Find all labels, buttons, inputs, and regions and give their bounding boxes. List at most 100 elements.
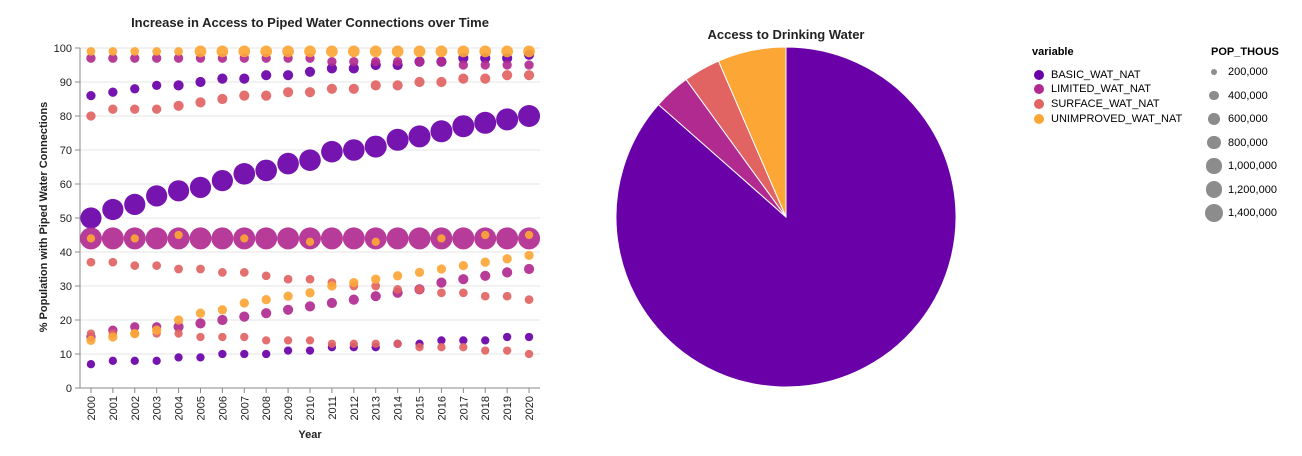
scatter-point — [458, 60, 468, 70]
scatter-point — [305, 274, 315, 284]
scatter-point — [343, 139, 365, 161]
scatter-point — [392, 56, 403, 67]
scatter-point — [436, 56, 447, 67]
scatter-point — [130, 356, 139, 365]
size-swatch-box — [1204, 158, 1224, 174]
scatter-point — [277, 152, 299, 175]
scatter-point — [217, 305, 228, 315]
scatter-point — [173, 100, 184, 111]
scatter-point — [436, 264, 447, 274]
x-tick-label: 2004 — [174, 396, 186, 420]
scatter-point — [283, 70, 294, 81]
scatter-point — [458, 260, 468, 271]
scatter-point — [458, 73, 469, 84]
scatter-point — [239, 90, 250, 101]
legend-swatch — [1034, 113, 1044, 124]
x-tick-label: 2009 — [283, 396, 295, 420]
scatter-point — [189, 227, 212, 250]
x-tick-label: 2017 — [458, 396, 470, 420]
scatter-point — [283, 346, 293, 355]
scatter-point — [130, 53, 140, 63]
color-legend-title: variable — [1032, 46, 1074, 58]
scatter-point — [524, 250, 534, 261]
scatter-title: Increase in Access to Piped Water Connec… — [131, 15, 489, 30]
scatter-point — [326, 83, 337, 94]
y-tick-label: 0 — [66, 383, 72, 395]
scatter-point — [523, 263, 535, 275]
scatter-point — [152, 325, 162, 335]
scatter-point — [240, 332, 249, 342]
scatter-point — [502, 254, 512, 264]
scatter-point — [130, 234, 139, 243]
scatter-point — [408, 125, 431, 148]
scatter-point — [174, 329, 183, 338]
scatter-point — [437, 336, 446, 345]
scatter-point — [305, 288, 315, 298]
scatter-point — [524, 295, 534, 304]
scatter-point — [146, 185, 168, 207]
size-legend-item: 200,000 — [1204, 62, 1268, 82]
size-legend-item: 1,400,000 — [1204, 203, 1277, 223]
scatter-point — [304, 45, 316, 58]
scatter-point — [152, 104, 162, 114]
scatter-point — [502, 332, 512, 342]
scatter-point — [371, 281, 381, 291]
scatter-point — [502, 346, 512, 355]
scatter-chart: Increase in Access to Piped Water Connec… — [38, 15, 541, 441]
scatter-point — [255, 227, 278, 250]
scatter-point — [349, 277, 359, 288]
legend-swatch — [1034, 98, 1044, 109]
x-tick-label: 2020 — [524, 396, 536, 420]
scatter-point — [347, 45, 360, 58]
color-legend-item: BASIC_WAT_NAT — [1034, 68, 1141, 81]
scatter-point — [452, 227, 475, 250]
scatter-point — [80, 207, 102, 229]
scatter-point — [130, 322, 140, 332]
scatter-point — [371, 274, 381, 284]
scatter-point — [502, 70, 513, 81]
x-tick-label: 2007 — [239, 396, 251, 420]
scatter-point — [326, 45, 338, 58]
scatter-point — [435, 45, 448, 58]
scatter-point — [124, 193, 146, 215]
scatter-point — [152, 80, 162, 91]
x-tick-label: 2000 — [86, 396, 98, 420]
scatter-point — [459, 343, 468, 352]
scatter-point — [326, 63, 337, 74]
scatter-point — [217, 314, 228, 326]
x-tick-label: 2015 — [415, 396, 427, 420]
scatter-point — [458, 288, 468, 298]
scatter-point — [283, 304, 294, 315]
legend-swatch — [1034, 69, 1044, 80]
scatter-point — [195, 76, 206, 88]
scatter-point — [145, 227, 168, 250]
x-tick-label: 2018 — [480, 396, 492, 420]
scatter-point — [217, 73, 228, 84]
scatter-point — [349, 339, 358, 348]
scatter-point — [211, 227, 234, 250]
scatter-point — [283, 336, 293, 345]
scatter-point — [414, 56, 425, 67]
scatter-point — [216, 45, 229, 58]
scatter-point — [173, 80, 184, 91]
scatter-point — [458, 274, 469, 285]
size-legend-title: POP_THOUS — [1211, 46, 1279, 58]
legend-label: 600,000 — [1228, 113, 1268, 125]
legend-label: SURFACE_WAT_NAT — [1051, 97, 1160, 110]
scatter-points — [79, 45, 541, 369]
size-swatch-box — [1204, 181, 1224, 198]
legend-label: 1,200,000 — [1228, 183, 1277, 196]
x-tick-label: 2005 — [195, 396, 207, 420]
size-swatch-box — [1204, 135, 1224, 150]
scatter-point — [304, 66, 316, 77]
legend-label: LIMITED_WAT_NAT — [1051, 83, 1152, 96]
legend-label: 1,000,000 — [1228, 160, 1277, 172]
scatter-point — [364, 135, 387, 158]
scatter-point — [430, 120, 453, 143]
x-tick-label: 2006 — [217, 396, 229, 420]
scatter-point — [108, 53, 118, 63]
scatter-point — [86, 335, 96, 346]
scatter-point — [152, 47, 162, 56]
scatter-point — [262, 349, 271, 359]
scatter-point — [437, 234, 446, 243]
